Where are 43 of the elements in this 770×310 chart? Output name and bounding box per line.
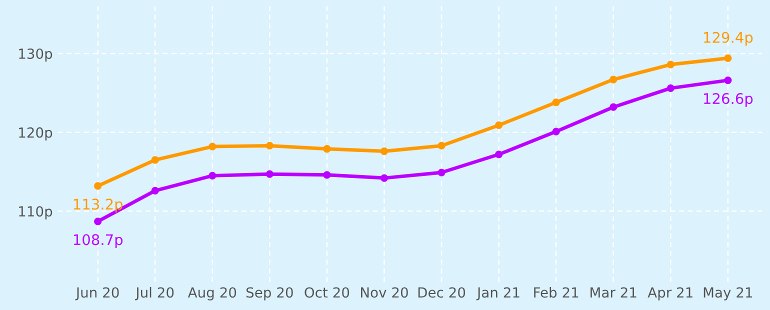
point [151, 156, 159, 164]
point [438, 142, 446, 150]
point [666, 60, 674, 68]
annotation: 113.2p [74, 198, 123, 213]
y-tick-label: 130p [19, 48, 52, 62]
point [610, 76, 618, 84]
point [494, 150, 503, 158]
point [94, 218, 102, 226]
point [724, 76, 732, 84]
point [610, 103, 618, 111]
point [552, 98, 560, 106]
point [266, 142, 274, 150]
x-tick-label: Mar 21 [590, 287, 636, 298]
x-tick-label: Jun 20 [75, 287, 119, 300]
x-tick-label: Oct 20 [304, 287, 350, 298]
point [438, 168, 446, 176]
point [380, 147, 388, 156]
x-tick-label: Jul 20 [134, 286, 174, 300]
x-tick-label: Aug 20 [188, 287, 236, 300]
x-tick-label: Sep 20 [246, 287, 293, 300]
annotation: 129.4p [704, 32, 753, 46]
point [208, 142, 216, 150]
x-tick-label: Feb 21 [534, 286, 578, 298]
annotation: 126.6p [704, 93, 753, 107]
point [666, 84, 674, 92]
y-tick-label: 120p [19, 127, 52, 140]
point [151, 186, 159, 194]
x-tick-label: Dec 20 [418, 287, 466, 298]
y-tick-label: 110p [19, 206, 52, 220]
point [724, 54, 732, 62]
point [208, 172, 216, 180]
x-tick-label: Nov 20 [361, 287, 408, 298]
point [552, 128, 560, 136]
point [323, 145, 331, 153]
annotation: 108.7p [74, 234, 123, 248]
point [380, 174, 388, 182]
x-tick-label: Jan 21 [476, 287, 520, 300]
point [323, 171, 331, 179]
point [94, 182, 102, 190]
x-tick-label: Apr 21 [648, 287, 692, 300]
point [494, 121, 503, 130]
point [266, 170, 274, 178]
x-tick-label: May 21 [704, 287, 752, 300]
